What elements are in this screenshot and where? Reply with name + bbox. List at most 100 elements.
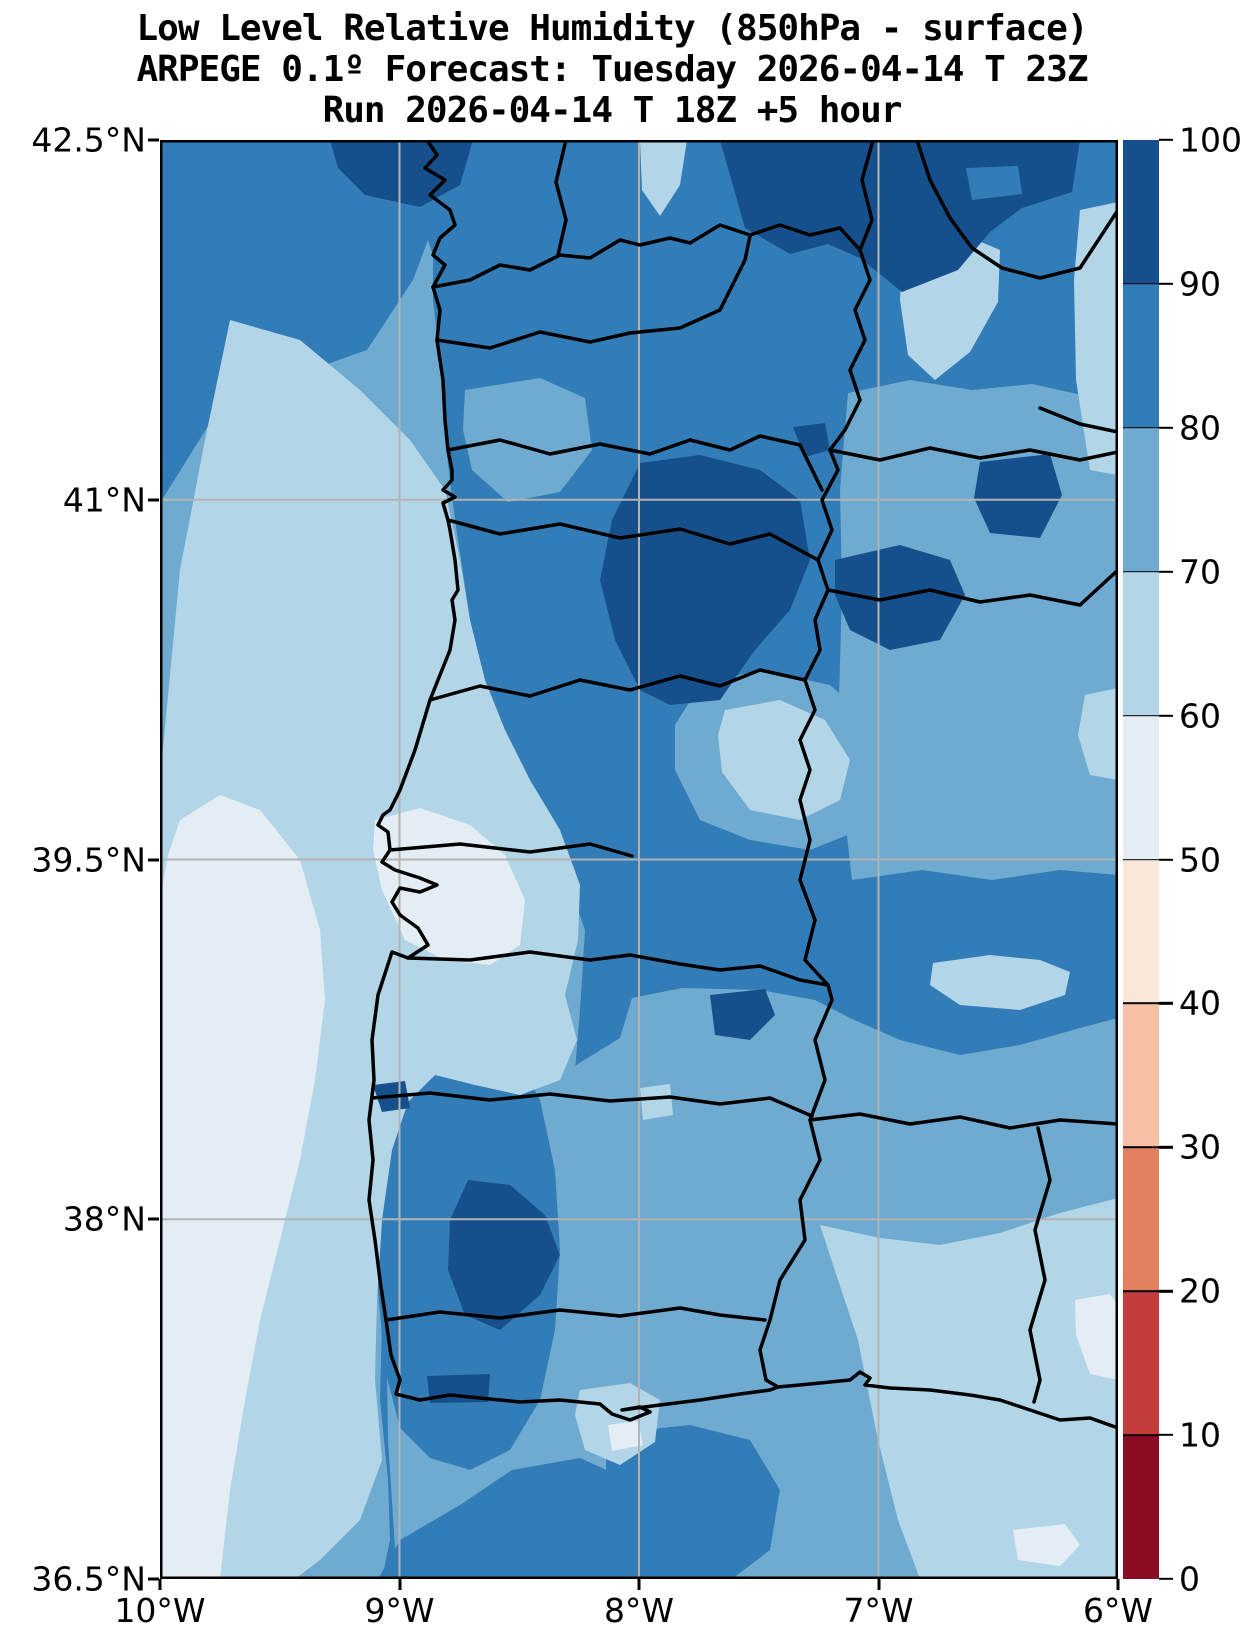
colorbar-tickmark <box>1159 1289 1173 1293</box>
colorbar-divider <box>1123 1002 1159 1005</box>
contour-fill-se-region-60-70 <box>820 1198 1118 1579</box>
y-tick-label: 38°N <box>62 1199 146 1239</box>
boundary-spain-line-leon <box>915 140 1118 280</box>
colorbar-tick-label: 90 <box>1179 264 1221 304</box>
boundary-district-line-algarve <box>384 1306 767 1322</box>
contour-fill-se-ocean-50-60 <box>1013 1524 1080 1566</box>
colorbar-divider <box>1123 570 1159 573</box>
boundary-spain-line-extremadura-north <box>826 568 1118 607</box>
figure-title-line2: ARPEGE 0.1º Forecast: Tuesday 2026-04-14… <box>136 49 1089 90</box>
colorbar-segment-20-30 <box>1123 1146 1159 1292</box>
y-tick-label: 42.5°N <box>31 120 146 160</box>
colorbar-segment-40-50 <box>1123 859 1159 1004</box>
colorbar-divider <box>1123 427 1159 429</box>
boundary-district-line-lisboa <box>388 842 634 858</box>
colorbar-tickmark <box>1159 426 1173 429</box>
contour-fill-dark-top-right-hole-80-90 <box>966 166 1022 200</box>
boundary-district-line-minho <box>435 234 752 350</box>
colorbar-divider <box>1123 1290 1159 1292</box>
y-tickmark <box>148 858 159 861</box>
boundary-district-line-evora <box>406 950 830 987</box>
boundary-border-portugal-spain <box>431 223 872 1389</box>
contour-fill-gulf-tongue-80-90 <box>606 1425 780 1579</box>
colorbar-tickmark <box>1159 282 1173 286</box>
contour-fill-small-pocket-60-70 <box>640 1084 673 1120</box>
colorbar-tick-label: 30 <box>1179 1127 1221 1167</box>
colorbar-tickmark <box>1159 1002 1173 1005</box>
boundary-spain-line-galicia-east <box>858 140 875 252</box>
colorbar-segment-50-60 <box>1123 715 1159 860</box>
colorbar-segment-0-10 <box>1123 1434 1159 1579</box>
y-tickmark <box>148 1577 159 1581</box>
colorbar-tick-label: 40 <box>1179 983 1221 1023</box>
colorbar-tickmark <box>1159 570 1173 573</box>
boundary-spain-line-galicia-west <box>554 140 568 257</box>
colorbar-divider <box>1123 1434 1159 1436</box>
y-tickmark <box>148 498 159 502</box>
colorbar-segment-80-90 <box>1123 283 1159 428</box>
x-tickmark <box>158 1579 162 1590</box>
contour-fill-east-pocket-60-70 <box>930 955 1070 1010</box>
y-tickmark <box>148 138 159 142</box>
contour-fill-minho-pocket-70-80 <box>463 378 592 502</box>
colorbar-segment-30-40 <box>1123 1002 1159 1148</box>
boundary-spain-line-zamora-salamanca <box>828 446 1118 462</box>
plot-frame <box>160 140 1118 1579</box>
colorbar-tick-label: 0 <box>1179 1559 1200 1599</box>
contour-fill-top-band-60-70 <box>640 140 687 216</box>
figure-title-line3: Run 2026-04-14 T 18Z +5 hour <box>322 90 903 131</box>
contour-fill-dark-center-90-100 <box>600 455 810 705</box>
colorbar-tick-label: 70 <box>1179 552 1221 592</box>
contour-fill-dark-badajoz-90-100 <box>710 989 775 1040</box>
colorbar-segment-60-70 <box>1123 571 1159 716</box>
contour-map-svg <box>160 140 1118 1579</box>
colorbar-divider <box>1123 1146 1159 1149</box>
contour-fill-right-edge-mid-60-70 <box>1078 688 1118 780</box>
colorbar-tick-label: 20 <box>1179 1271 1221 1311</box>
x-tick-label: 7°W <box>843 1591 914 1630</box>
contour-fill-center-pocket-60-70 <box>718 700 850 820</box>
colorbar-divider <box>1123 714 1159 717</box>
x-tick-label: 10°W <box>114 1591 206 1630</box>
boundary-spain-line-huelva-sevilla <box>1028 1126 1052 1404</box>
boundary-spain-line-right-edge <box>1038 406 1118 434</box>
colorbar-tick-label: 10 <box>1179 1415 1221 1455</box>
contour-fill-algarve-core-50-60 <box>608 1421 643 1451</box>
x-tick-label: 8°W <box>603 1591 675 1630</box>
colorbar-tickmark <box>1159 1433 1173 1437</box>
colorbar-tickmark <box>1159 138 1173 142</box>
boundary-district-line-beira-alta <box>446 518 820 562</box>
colorbar-tickmark <box>1159 1146 1173 1149</box>
colorbar-tick-label: 60 <box>1179 696 1221 736</box>
y-tick-label: 39.5°N <box>31 840 146 879</box>
colorbar-segment-90-100 <box>1123 139 1159 284</box>
contour-fill-dark-south-90-100 <box>448 1180 560 1330</box>
contour-fill-right-edge-strip-60-70 <box>1074 202 1118 475</box>
colorbar-tickmark <box>1159 858 1173 861</box>
contour-fill-offshore-band-50-60 <box>160 795 325 1579</box>
x-tickmark <box>398 1579 401 1590</box>
colorbar-tick-label: 50 <box>1179 840 1221 879</box>
boundary-coastline-atlantic <box>367 140 1118 1430</box>
y-tickmark <box>148 1217 159 1221</box>
colorbar-tick-label: 80 <box>1179 408 1221 448</box>
x-tickmark <box>877 1579 880 1590</box>
colorbar-tickmark <box>1159 1577 1173 1581</box>
x-tickmark <box>637 1579 641 1590</box>
colorbar-tickmark <box>1159 714 1173 717</box>
colorbar-segment-70-80 <box>1123 427 1159 572</box>
boundary-district-line-beja <box>370 1091 814 1118</box>
figure-title-line1: Low Level Relative Humidity (850hPa - su… <box>136 8 1089 49</box>
y-tick-label: 41°N <box>62 480 146 520</box>
colorbar-divider <box>1123 283 1159 285</box>
colorbar-segment-10-20 <box>1123 1290 1159 1436</box>
colorbar <box>1123 139 1159 1579</box>
boundary-district-line-douro <box>446 434 824 492</box>
x-tick-label: 6°W <box>1082 1591 1154 1630</box>
x-tick-label: 9°W <box>364 1591 435 1630</box>
y-tick-label: 36.5°N <box>31 1559 146 1599</box>
contour-fill-se-corner-50-60 <box>1075 1294 1118 1380</box>
boundary-district-line-beira-baixa <box>428 668 807 702</box>
figure-title: Low Level Relative Humidity (850hPa - su… <box>0 8 1224 131</box>
